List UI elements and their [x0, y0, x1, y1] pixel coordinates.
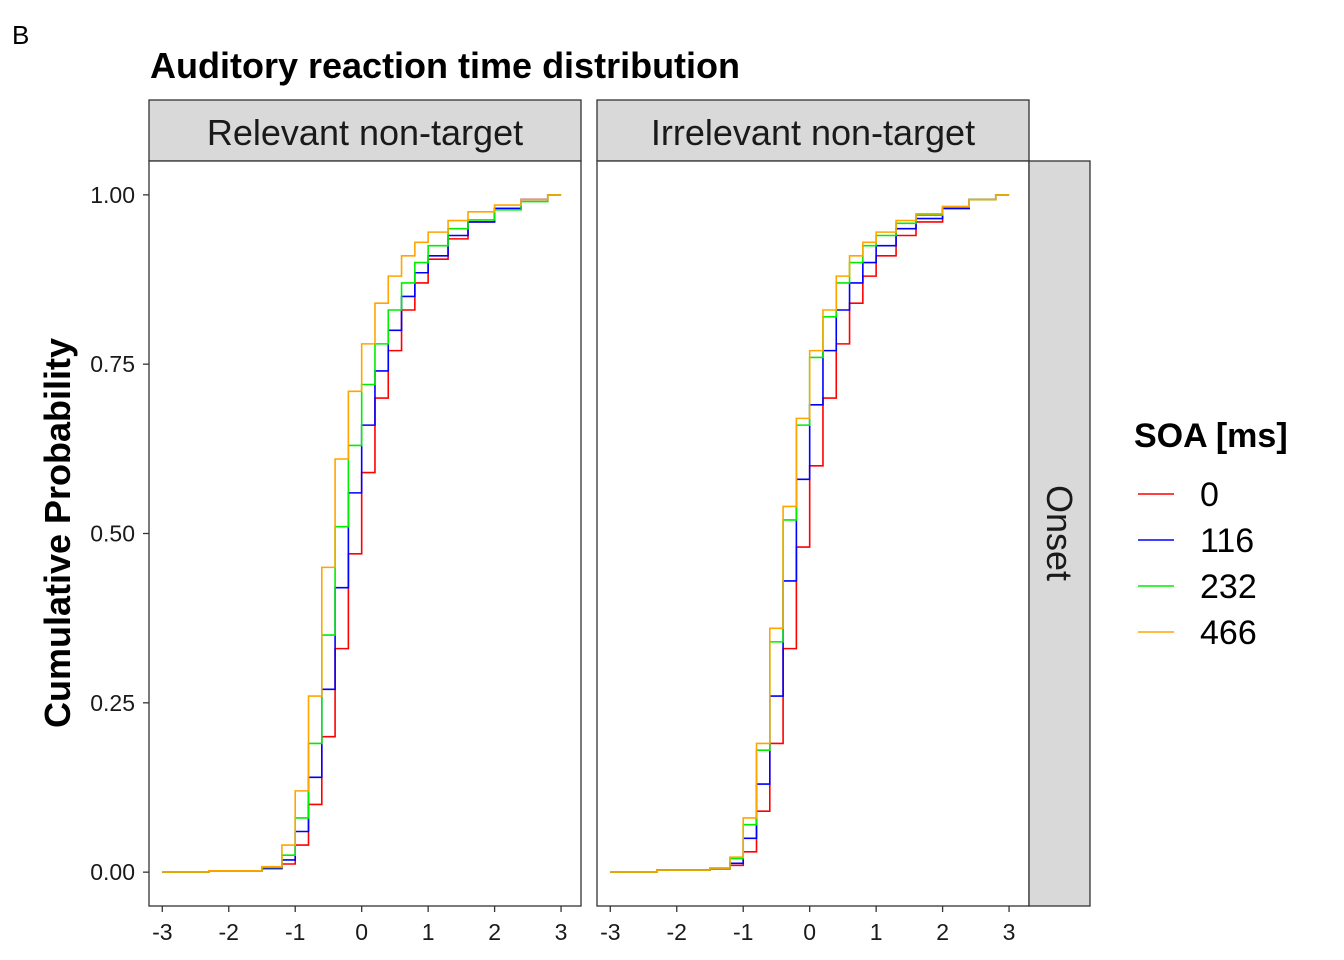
facet-panels: Relevant non-target -3 -2 -1 0 1 2 3 0.00 0.25 0.5… — [90, 99, 1091, 945]
legend-item: 466 — [1138, 614, 1257, 652]
row-strip: Onset — [1028, 160, 1091, 907]
legend-label: 116 — [1200, 522, 1254, 560]
x-tick-label: 2 — [488, 919, 501, 945]
x-tick-label: -1 — [733, 919, 753, 945]
chart-title: Auditory reaction time distribution — [150, 45, 740, 86]
facet-panel: Relevant non-target -3 -2 -1 0 1 2 3 0.00 0.25 0.5… — [90, 99, 582, 945]
legend-title: SOA [ms] — [1134, 417, 1288, 455]
legend-label: 232 — [1200, 568, 1257, 606]
legend-label: 466 — [1200, 614, 1257, 652]
x-tick-label: -2 — [667, 919, 687, 945]
legend-item: 0 — [1138, 476, 1219, 514]
legend-label: 0 — [1200, 476, 1219, 514]
y-tick-label: 0.00 — [90, 859, 135, 885]
plot-area — [148, 160, 582, 907]
facet-strip-label: Irrelevant non-target — [651, 112, 975, 153]
x-tick-label: -3 — [152, 919, 172, 945]
facet-strip — [148, 99, 582, 162]
row-strip-box — [1028, 160, 1091, 907]
y-tick-label: 0.50 — [90, 521, 135, 547]
x-tick-label: -2 — [219, 919, 239, 945]
x-tick-label: 0 — [355, 919, 368, 945]
facet-panel: Irrelevant non-target -3 -2 -1 0 1 2 3 — [596, 99, 1030, 945]
y-tick-label: 0.75 — [90, 351, 135, 377]
row-strip-label: Onset — [1039, 485, 1080, 581]
x-tick-label: 0 — [803, 919, 816, 945]
series-line-0 — [610, 194, 1010, 873]
series-line-466 — [162, 194, 562, 873]
series-line-116 — [162, 194, 562, 873]
legend-item: 232 — [1138, 568, 1257, 606]
facet-strip-label: Relevant non-target — [207, 112, 523, 153]
x-tick-label: -3 — [600, 919, 620, 945]
x-tick-label: 1 — [870, 919, 883, 945]
y-axis-label: Cumulative Probability — [37, 338, 78, 728]
series-line-466 — [610, 194, 1010, 873]
x-tick-label: 3 — [555, 919, 568, 945]
y-tick-label: 0.25 — [90, 690, 135, 716]
x-tick-label: 2 — [936, 919, 949, 945]
series-line-116 — [610, 194, 1010, 873]
x-tick-label: 3 — [1003, 919, 1016, 945]
legend: SOA [ms] 0 116 232 466 — [1134, 417, 1288, 652]
legend-item: 116 — [1138, 522, 1254, 560]
panel-label: B — [12, 20, 29, 50]
series-line-232 — [162, 194, 562, 873]
plot-area — [596, 160, 1030, 907]
y-tick-label: 1.00 — [90, 182, 135, 208]
x-tick-label: 1 — [422, 919, 435, 945]
x-tick-label: -1 — [285, 919, 305, 945]
